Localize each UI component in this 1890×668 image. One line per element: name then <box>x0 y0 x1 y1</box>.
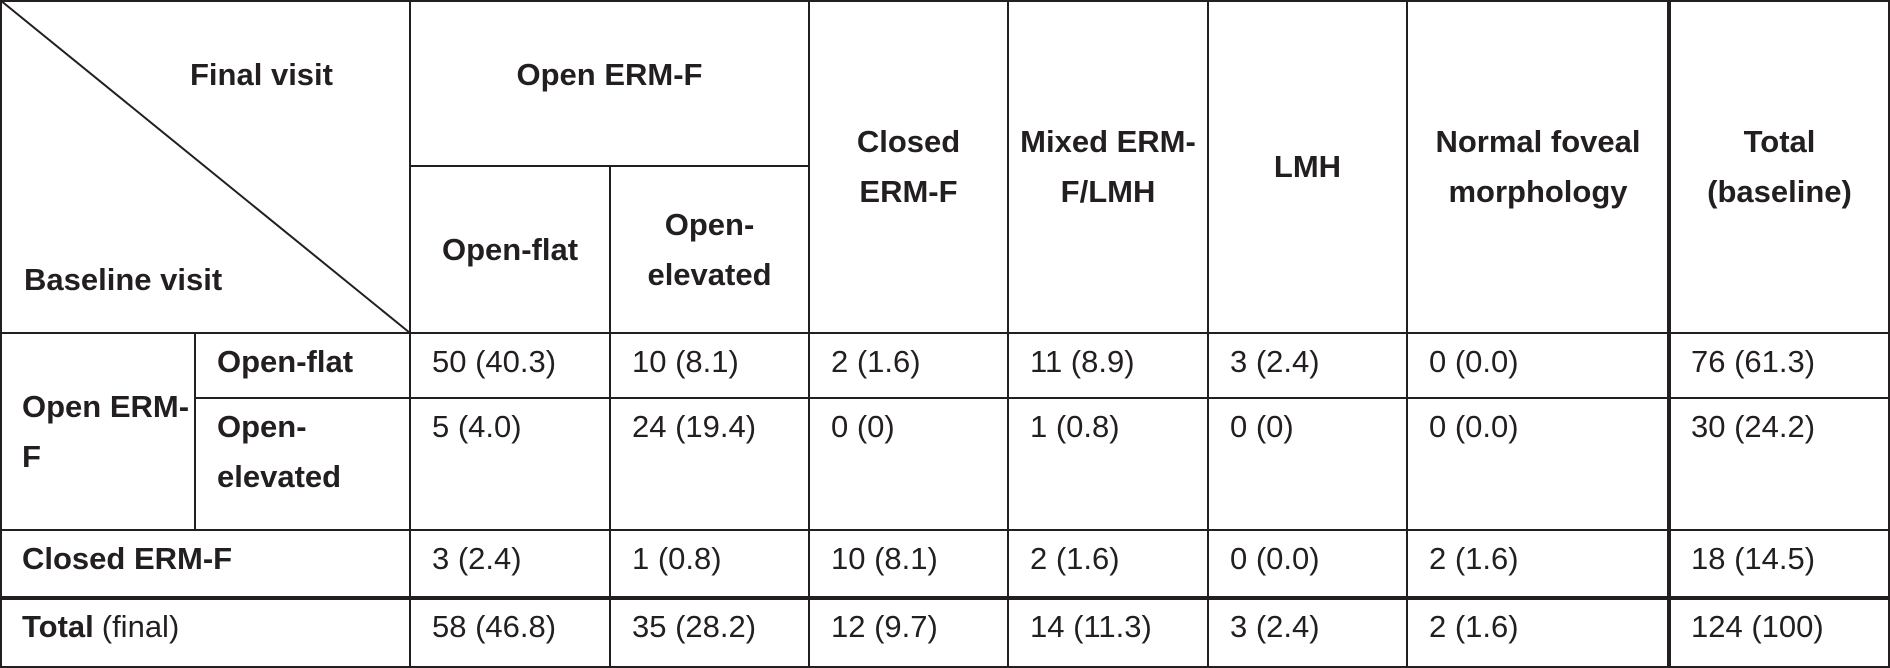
column-header: Open-elevated <box>610 166 809 333</box>
data-cell-text: 3 (2.4) <box>1230 344 1320 379</box>
corner-bottom-text: Baseline visit <box>24 262 223 297</box>
data-cell: 50 (40.3) <box>410 333 610 398</box>
data-cell-text: 0 (0.0) <box>1230 541 1320 576</box>
data-cell: 3 (2.4) <box>410 530 610 598</box>
data-cell: 2 (1.6) <box>1407 598 1669 668</box>
data-cell-text: 3 (2.4) <box>1230 609 1320 644</box>
data-cell-text: 18 (14.5) <box>1691 541 1816 576</box>
data-cell-text: 3 (2.4) <box>432 541 522 576</box>
corner-bottom: Baseline visit <box>24 255 324 305</box>
data-cell-text: 2 (1.6) <box>1429 541 1519 576</box>
data-cell: 24 (19.4) <box>610 398 809 530</box>
data-cell-text: 0 (0) <box>1230 409 1294 444</box>
data-cell: 10 (8.1) <box>809 530 1008 598</box>
row-group-text: Open ERM-F <box>22 388 190 474</box>
column-header-text: LMH <box>1273 148 1342 184</box>
data-cell-text: 2 (1.6) <box>1030 541 1120 576</box>
data-cell: 2 (1.6) <box>809 333 1008 398</box>
column-header-text: Normal foveal morphology <box>1435 123 1641 209</box>
data-cell-text: 35 (28.2) <box>632 609 757 644</box>
data-cell: 1 (0.8) <box>1008 398 1208 530</box>
data-cell: 0 (0) <box>809 398 1008 530</box>
data-cell: 35 (28.2) <box>610 598 809 668</box>
column-header-text: Closed ERM-F <box>856 123 961 209</box>
data-cell-text: 58 (46.8) <box>432 609 557 644</box>
data-cell: 0 (0) <box>1208 398 1407 530</box>
data-cell-text: 30 (24.2) <box>1691 409 1816 444</box>
data-cell-text: 10 (8.1) <box>831 541 938 576</box>
row-label: Open-elevated <box>195 398 410 530</box>
row-group: Open ERM-F <box>0 333 195 530</box>
data-cell-text: 5 (4.0) <box>432 409 522 444</box>
column-header-text: Open-elevated <box>647 206 772 292</box>
data-cell: 18 (14.5) <box>1669 530 1890 598</box>
column-header: Mixed ERM-F/LMH <box>1008 0 1208 333</box>
data-cell: 12 (9.7) <box>809 598 1008 668</box>
data-cell: 124 (100) <box>1669 598 1890 668</box>
row-label-text: Closed ERM-F <box>22 541 233 576</box>
data-cell-text: 14 (11.3) <box>1030 609 1152 644</box>
row-label-note: (final) <box>101 609 180 644</box>
diagonal <box>0 0 411 334</box>
corner-top-text: Final visit <box>190 57 333 92</box>
data-cell-text: 50 (40.3) <box>432 344 557 379</box>
column-header: Closed ERM-F <box>809 0 1008 333</box>
row-label-text: Open-elevated <box>217 409 342 494</box>
data-cell: 2 (1.6) <box>1008 530 1208 598</box>
data-cell: 14 (11.3) <box>1008 598 1208 668</box>
data-cell: 30 (24.2) <box>1669 398 1890 530</box>
column-header: LMH <box>1208 0 1407 333</box>
row-label: Total (final) <box>0 598 410 668</box>
column-header-text: Total (baseline) <box>1707 123 1852 209</box>
data-cell-text: 10 (8.1) <box>632 344 739 379</box>
data-cell-text: 2 (1.6) <box>831 344 921 379</box>
data-cell-text: 1 (0.8) <box>632 541 722 576</box>
row-label: Closed ERM-F <box>0 530 410 598</box>
data-cell-text: 1 (0.8) <box>1030 409 1120 444</box>
column-group-text: Open ERM-F <box>516 57 703 93</box>
data-cell-text: 0 (0.0) <box>1429 344 1519 379</box>
data-cell: 10 (8.1) <box>610 333 809 398</box>
data-cell-text: 0 (0.0) <box>1429 409 1519 444</box>
data-cell-text: 12 (9.7) <box>831 609 938 644</box>
data-cell: 0 (0.0) <box>1407 398 1669 530</box>
row-label-text: Total <box>22 609 94 644</box>
data-cell-text: 76 (61.3) <box>1691 344 1816 379</box>
data-cell-text: 124 (100) <box>1691 609 1824 644</box>
data-cell-text: 24 (19.4) <box>632 409 757 444</box>
data-cell: 58 (46.8) <box>410 598 610 668</box>
data-cell-text: 2 (1.6) <box>1429 609 1519 644</box>
data-cell: 3 (2.4) <box>1208 598 1407 668</box>
data-cell: 1 (0.8) <box>610 530 809 598</box>
data-cell: 76 (61.3) <box>1669 333 1890 398</box>
data-cell: 2 (1.6) <box>1407 530 1669 598</box>
data-cell: 11 (8.9) <box>1008 333 1208 398</box>
data-cell-text: 0 (0) <box>831 409 895 444</box>
column-header: Open-flat <box>410 166 610 333</box>
column-group: Open ERM-F <box>410 20 809 130</box>
corner-top: Final visit <box>190 50 400 100</box>
data-cell: 0 (0.0) <box>1208 530 1407 598</box>
column-header-text: Open-flat <box>441 231 579 267</box>
data-cell-text: 11 (8.9) <box>1030 344 1135 379</box>
row-label-text: Open-flat <box>217 344 354 379</box>
column-header: Total (baseline) <box>1669 0 1890 333</box>
data-cell: 0 (0.0) <box>1407 333 1669 398</box>
column-header: Normal foveal morphology <box>1407 0 1669 333</box>
column-header-text: Mixed ERM-F/LMH <box>1020 123 1196 209</box>
data-cell: 5 (4.0) <box>410 398 610 530</box>
data-cell: 3 (2.4) <box>1208 333 1407 398</box>
row-label: Open-flat <box>195 333 410 398</box>
